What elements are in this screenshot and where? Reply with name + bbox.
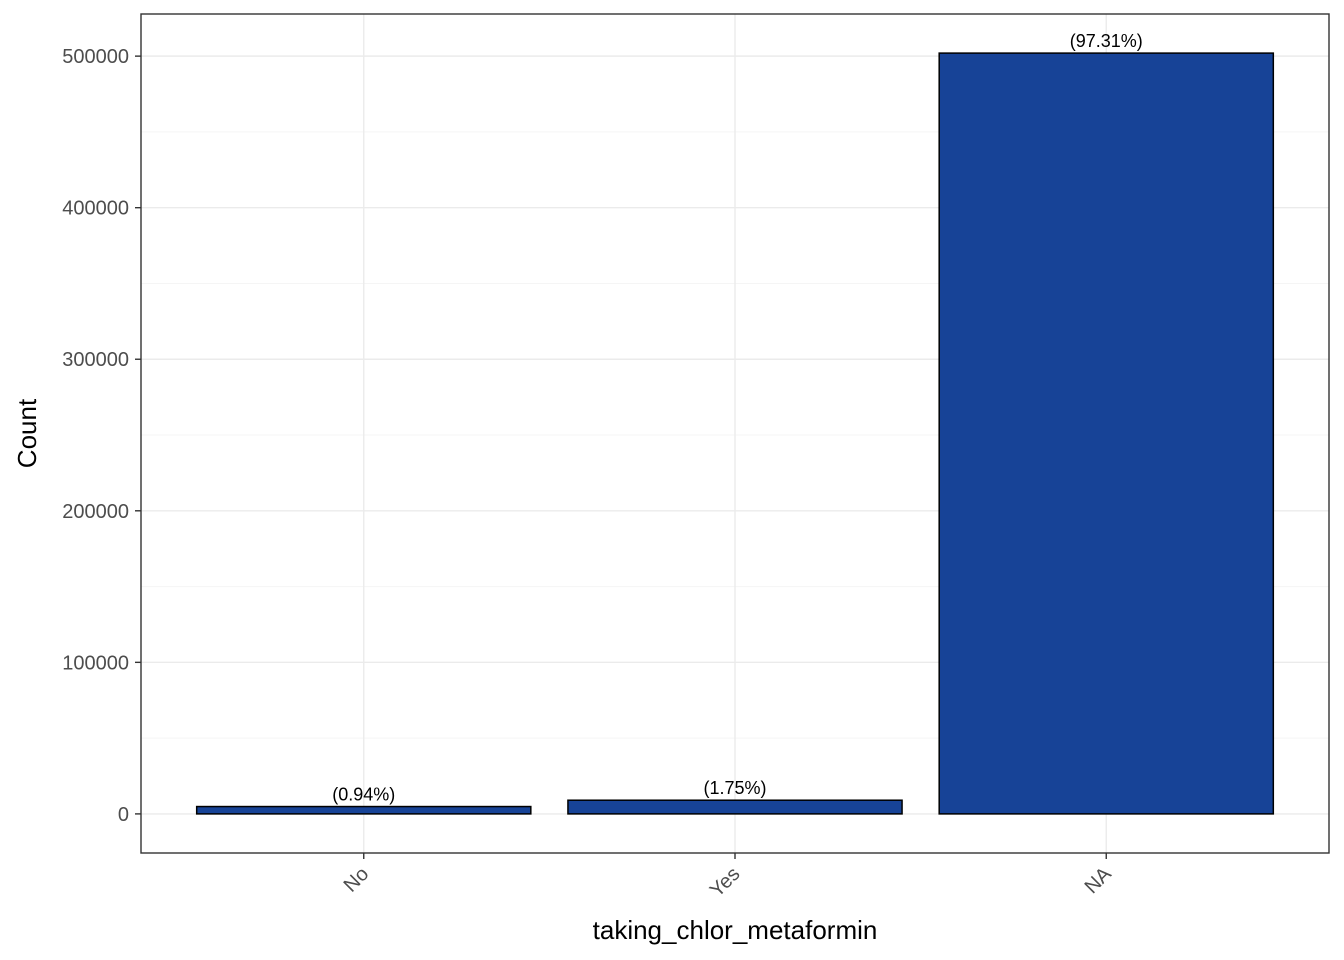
bars [195, 52, 1275, 815]
x-axis-title: taking_chlor_metaformin [593, 915, 878, 945]
x-tick-label: No [340, 863, 374, 897]
y-tick-label: 500000 [62, 46, 129, 68]
x-tick-label: NA [1081, 863, 1117, 899]
y-axis-title: Count [12, 398, 42, 468]
y-tick-label: 200000 [62, 501, 129, 523]
bar-data-label: (1.75%) [703, 778, 766, 798]
y-tick-label: 400000 [62, 198, 129, 220]
y-axis-ticks: 0 100000 200000 300000 400000 500000 [62, 46, 141, 826]
data-labels: (0.94%) (1.75%) (97.31%) [332, 31, 1143, 804]
bar-yes [567, 799, 903, 815]
bar-no [195, 805, 532, 815]
bar-data-label: (97.31%) [1070, 31, 1143, 51]
bar-na [938, 52, 1275, 815]
y-tick-label: 0 [118, 804, 129, 826]
y-tick-label: 100000 [62, 652, 129, 674]
y-tick-label: 300000 [62, 349, 129, 371]
x-axis-ticks: No Yes NA [340, 853, 1117, 902]
x-tick-label: Yes [706, 863, 745, 902]
bar-data-label: (0.94%) [332, 785, 395, 805]
